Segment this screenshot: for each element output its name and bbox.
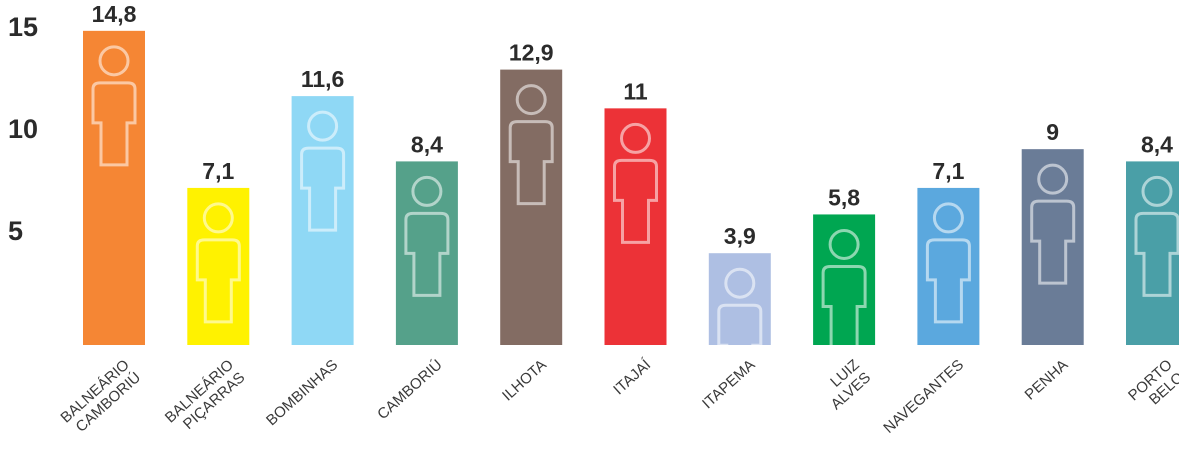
person-icon [404, 175, 450, 297]
person-icon [91, 45, 137, 167]
person-icon [925, 202, 971, 324]
bar-value-label: 7,1 [932, 158, 964, 184]
category-label: ITAJAÍ [610, 356, 655, 399]
category-label: LUIZALVES [816, 356, 874, 413]
bar [1021, 149, 1084, 345]
person-icon [508, 84, 554, 206]
person-icon [717, 267, 763, 345]
bar [500, 69, 563, 345]
category-label: BOMBINHAS [263, 356, 341, 429]
person-icon [1134, 175, 1179, 297]
person-icon [195, 202, 241, 324]
category-label: NAVEGANTES [880, 356, 967, 436]
y-tick-label: 5 [8, 216, 23, 246]
bar-value-label: 5,8 [828, 184, 860, 210]
bar [83, 30, 145, 346]
bar-value-label: 14,8 [92, 1, 137, 27]
bar [291, 96, 354, 346]
category-label: ITAPEMA [699, 356, 758, 412]
bar-value-label: 7,1 [202, 158, 234, 184]
category-label: PORTOBELO [1125, 356, 1179, 417]
y-tick-label: 10 [8, 114, 38, 144]
bar-value-label: 9 [1046, 119, 1059, 145]
category-label: PENHA [1022, 356, 1072, 403]
bar-value-label: 8,4 [1141, 131, 1173, 157]
bar-value-label: 12,9 [509, 40, 554, 66]
bar-value-label: 3,9 [724, 223, 756, 249]
bar-value-label: 11 [623, 78, 648, 104]
category-label: CAMBORIÚ [374, 356, 445, 423]
y-tick-label: 15 [8, 12, 38, 42]
category-label: BALNEÁRIOPIÇARRAS [162, 356, 249, 439]
person-icon [821, 228, 867, 345]
person-icon [1030, 163, 1076, 285]
person-icon [613, 122, 658, 244]
bar-value-label: 11,6 [301, 66, 345, 92]
category-label: BALNEÁRIOCAMBORIÚ [57, 356, 144, 439]
category-label: ILHOTA [499, 356, 550, 404]
person-icon [300, 110, 346, 232]
bar-value-label: 8,4 [411, 131, 443, 157]
bar [604, 108, 667, 345]
